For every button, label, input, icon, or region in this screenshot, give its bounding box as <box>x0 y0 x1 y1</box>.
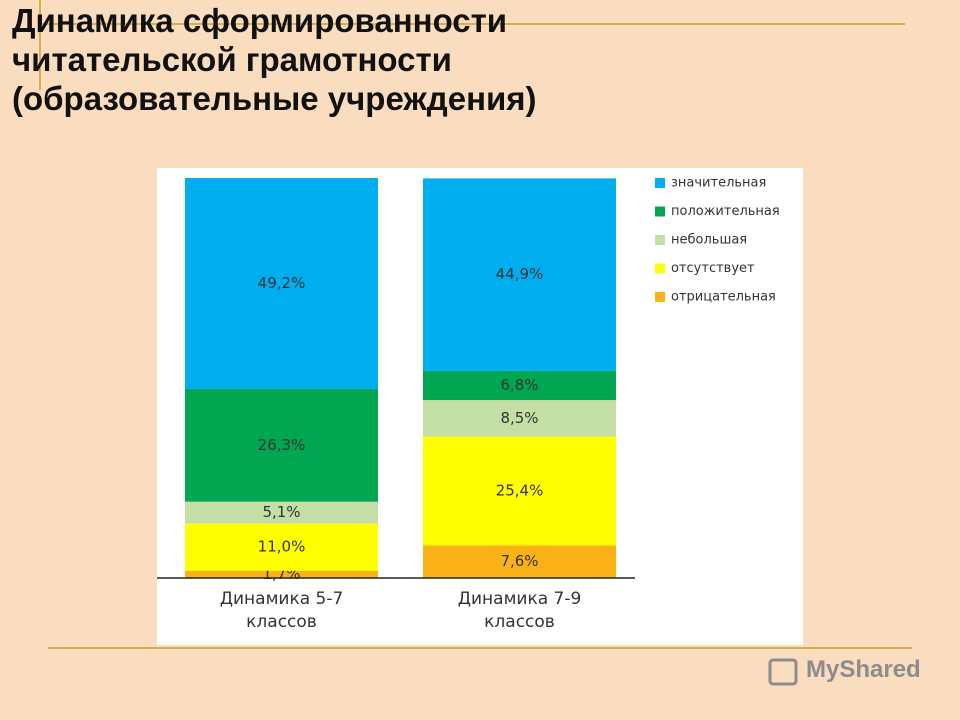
legend-swatch <box>655 292 665 302</box>
bar-segment <box>185 388 378 502</box>
bar-segment <box>185 570 378 578</box>
bar-segment <box>185 178 378 389</box>
data-label: 5,1% <box>262 503 300 521</box>
watermark: MyShared <box>806 656 921 683</box>
chart-title: читательской грамотности <box>12 41 452 78</box>
legend-label: положительная <box>671 204 780 219</box>
data-label: 44,9% <box>496 265 544 283</box>
data-label: 49,2% <box>258 274 306 292</box>
legend-swatch <box>655 235 665 245</box>
bar-segment <box>423 178 616 371</box>
chart-title: Динамика сформированности <box>12 2 508 39</box>
chart-title: (образовательные учреждения) <box>12 80 537 117</box>
bar-segment <box>185 523 378 571</box>
data-label: 8,5% <box>500 409 538 427</box>
bar-segment <box>185 501 378 524</box>
data-label: 26,3% <box>258 436 306 454</box>
bar-segment <box>423 370 616 401</box>
legend-label: отсутствует <box>671 261 755 276</box>
watermark-icon <box>768 658 798 686</box>
legend-swatch <box>655 263 665 274</box>
bar-segment <box>423 400 616 437</box>
bar-segment <box>423 545 616 578</box>
data-label: 25,4% <box>496 481 544 499</box>
data-label: 6,8% <box>500 376 538 394</box>
legend-label: значительная <box>671 176 766 191</box>
legend-swatch <box>655 178 665 188</box>
legend-label: небольшая <box>671 233 747 248</box>
data-label: 7,6% <box>500 552 538 570</box>
data-label: 11,0% <box>258 538 306 556</box>
legend-swatch <box>655 206 665 217</box>
x-tick-label: Динамика 5-7 классов <box>219 589 344 632</box>
x-tick-label: Динамика 7-9 классов <box>457 589 582 632</box>
legend-label: отрицательная <box>671 290 776 305</box>
bar-segment <box>423 436 616 546</box>
